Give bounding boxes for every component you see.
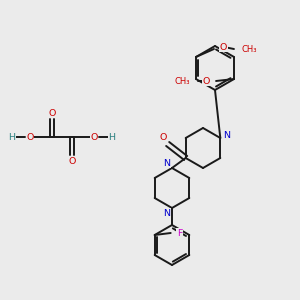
Text: O: O xyxy=(68,157,76,166)
Text: F: F xyxy=(177,229,182,238)
Text: O: O xyxy=(160,133,167,142)
Text: O: O xyxy=(90,133,98,142)
Text: O: O xyxy=(48,109,56,118)
Text: N: N xyxy=(164,158,170,167)
Text: O: O xyxy=(220,43,227,52)
Text: O: O xyxy=(26,133,34,142)
Text: N: N xyxy=(223,131,230,140)
Text: N: N xyxy=(164,208,170,217)
Text: O: O xyxy=(203,76,210,85)
Text: H: H xyxy=(109,133,116,142)
Text: H: H xyxy=(8,133,16,142)
Text: CH₃: CH₃ xyxy=(242,44,257,53)
Text: CH₃: CH₃ xyxy=(175,76,190,85)
